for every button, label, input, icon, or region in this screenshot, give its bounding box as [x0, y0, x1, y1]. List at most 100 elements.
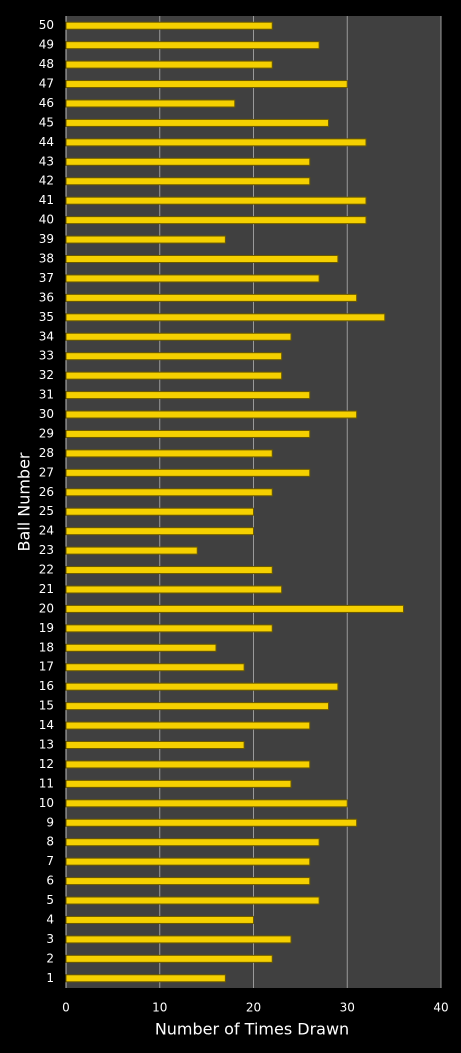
y-tick-label: 42: [39, 174, 54, 188]
bar: [65, 21, 273, 30]
y-tick-label: 50: [39, 18, 54, 32]
bar: [65, 896, 320, 905]
bar: [65, 41, 320, 50]
y-tick-label: 43: [39, 154, 54, 168]
y-tick-label: 3: [46, 932, 54, 946]
bar: [65, 468, 311, 477]
x-tick-label: 40: [433, 1001, 448, 1015]
y-tick-label: 28: [39, 446, 54, 460]
bar: [65, 838, 320, 847]
bar: [65, 604, 404, 613]
x-tick-label: 0: [62, 1001, 70, 1015]
y-tick-label: 11: [39, 776, 54, 790]
y-tick-label: 15: [39, 699, 54, 713]
bar: [65, 566, 273, 575]
y-tick-label: 49: [39, 38, 54, 52]
y-tick-label: 14: [39, 718, 54, 732]
y-tick-label: 4: [46, 912, 54, 926]
y-tick-label: 2: [46, 951, 54, 965]
y-tick-label: 44: [39, 135, 54, 149]
bar: [65, 799, 348, 808]
bar: [65, 80, 348, 89]
bar: [65, 274, 320, 283]
y-tick-label: 22: [39, 563, 54, 577]
bar: [65, 585, 283, 594]
y-tick-label: 13: [39, 738, 54, 752]
bar: [65, 702, 329, 711]
y-tick-label: 40: [39, 213, 54, 227]
y-tick-label: 31: [39, 388, 54, 402]
bar: [65, 877, 311, 886]
bar: [65, 954, 273, 963]
bar: [65, 857, 311, 866]
y-tick-label: 45: [39, 115, 54, 129]
y-tick-label: 16: [39, 679, 54, 693]
bar: [65, 60, 273, 69]
bar: [65, 410, 358, 419]
bar: [65, 255, 339, 263]
bar: [65, 235, 226, 244]
y-tick-label: 1: [46, 971, 54, 985]
bar: [65, 974, 226, 983]
bar: [65, 779, 292, 788]
bar: [65, 760, 311, 769]
y-tick-label: 26: [39, 485, 54, 499]
y-tick-label: 17: [39, 660, 54, 674]
x-tick-label: 30: [340, 1001, 355, 1015]
y-tick-label: 46: [39, 96, 54, 110]
bar: [65, 663, 245, 672]
y-tick-label: 20: [39, 601, 54, 615]
bar: [65, 293, 358, 302]
bar: [65, 741, 245, 749]
bar: [65, 721, 311, 730]
bar: [65, 157, 311, 166]
bar: [65, 99, 236, 108]
bar: [65, 196, 367, 205]
bar: [65, 371, 283, 380]
y-tick-label: 21: [39, 582, 54, 596]
y-tick-label: 9: [46, 815, 54, 829]
bar: [65, 352, 283, 361]
y-tick-label: 12: [39, 757, 54, 771]
y-tick-label: 47: [39, 77, 54, 91]
bar: [65, 449, 273, 458]
y-tick-label: 30: [39, 407, 54, 421]
y-tick-label: 18: [39, 640, 54, 654]
bar: [65, 682, 339, 691]
y-tick-label: 19: [39, 621, 54, 635]
y-axis-title: Ball Number: [15, 452, 34, 551]
x-tick-label: 20: [246, 1001, 261, 1015]
bar: [65, 391, 311, 400]
x-axis-title: Number of Times Drawn: [155, 1020, 349, 1039]
bar: [65, 429, 311, 438]
bar: [65, 643, 217, 652]
y-tick-label: 38: [39, 252, 54, 266]
bar: [65, 332, 292, 341]
bar: [65, 488, 273, 497]
y-tick-label: 8: [46, 835, 54, 849]
y-tick-label: 33: [39, 349, 54, 363]
y-tick-label: 32: [39, 368, 54, 382]
y-tick-label: 36: [39, 290, 54, 304]
y-tick-label: 23: [39, 543, 54, 557]
bar: [65, 818, 358, 827]
y-tick-label: 41: [39, 193, 54, 207]
bar: [65, 546, 198, 555]
bar: [65, 507, 254, 516]
y-tick-label: 7: [46, 854, 54, 868]
y-tick-label: 39: [39, 232, 54, 246]
y-tick-label: 29: [39, 426, 54, 440]
bar: [65, 216, 367, 225]
y-tick-label: 6: [46, 874, 54, 888]
y-tick-label: 25: [39, 504, 54, 518]
y-tick-label: 5: [46, 893, 54, 907]
bar: [65, 527, 254, 536]
bar: [65, 313, 386, 322]
y-tick-label: 35: [39, 310, 54, 324]
y-tick-label: 27: [39, 465, 54, 479]
y-tick-label: 48: [39, 57, 54, 71]
bar: [65, 177, 311, 186]
y-tick-label: 24: [39, 524, 54, 538]
y-tick-label: 37: [39, 271, 54, 285]
